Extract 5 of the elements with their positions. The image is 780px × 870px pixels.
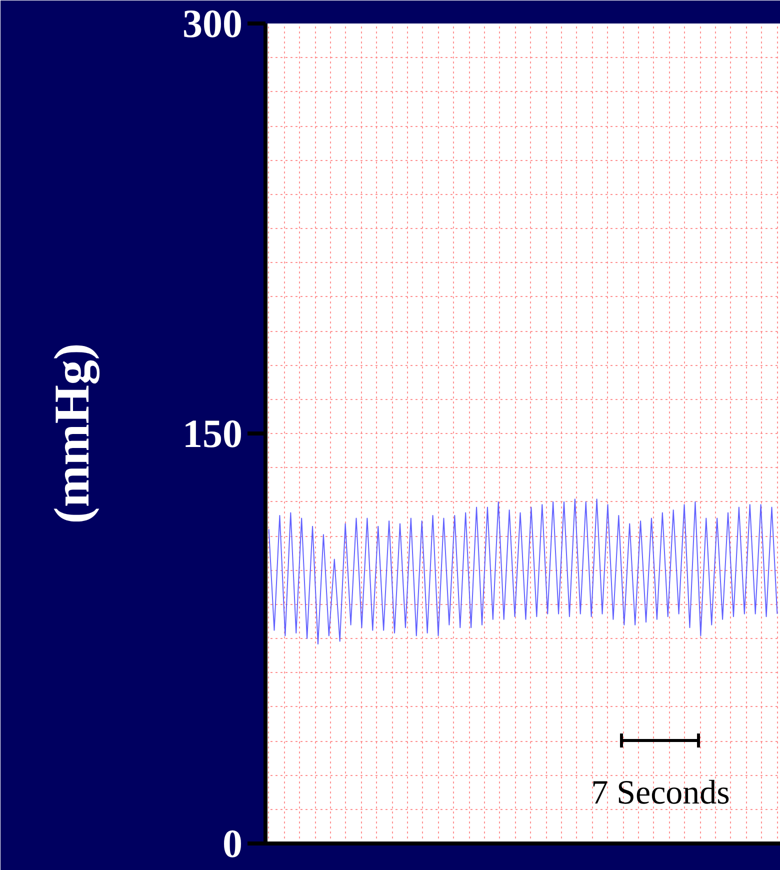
y-tick-label: 0 <box>222 821 242 866</box>
y-tick-label: 300 <box>182 1 242 46</box>
annotation: 7 Seconds <box>591 774 730 812</box>
y-tick-label: 150 <box>182 411 242 456</box>
y-axis-title: (mmHg) <box>44 343 100 524</box>
